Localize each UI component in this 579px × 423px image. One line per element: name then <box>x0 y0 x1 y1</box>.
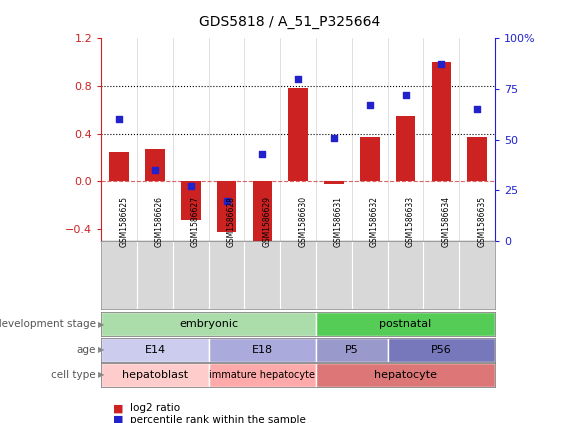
Text: GSM1586633: GSM1586633 <box>405 195 415 247</box>
Text: GSM1586627: GSM1586627 <box>191 195 200 247</box>
Text: hepatocyte: hepatocyte <box>374 370 437 380</box>
Bar <box>101 363 208 387</box>
Text: percentile rank within the sample: percentile rank within the sample <box>130 415 306 423</box>
Bar <box>217 181 236 231</box>
Text: ▶: ▶ <box>98 320 105 329</box>
Bar <box>252 181 272 241</box>
Bar <box>388 338 495 362</box>
Text: P5: P5 <box>345 345 359 354</box>
Text: GSM1586631: GSM1586631 <box>334 195 343 247</box>
Bar <box>316 338 388 362</box>
Text: GSM1586628: GSM1586628 <box>226 196 236 247</box>
Bar <box>324 181 344 184</box>
Text: postnatal: postnatal <box>379 319 432 329</box>
Text: GSM1586629: GSM1586629 <box>262 195 272 247</box>
Text: E14: E14 <box>144 345 166 354</box>
Bar <box>181 181 201 220</box>
Text: ▶: ▶ <box>98 345 105 354</box>
Text: GSM1586632: GSM1586632 <box>370 195 379 247</box>
Bar <box>101 312 316 336</box>
Bar <box>109 151 129 181</box>
Bar <box>316 312 495 336</box>
Point <box>186 183 196 190</box>
Bar <box>467 137 487 181</box>
Text: GSM1586626: GSM1586626 <box>155 195 164 247</box>
Bar <box>208 363 316 387</box>
Point <box>115 116 124 123</box>
Text: log2 ratio: log2 ratio <box>130 403 181 413</box>
Text: ■: ■ <box>113 403 123 413</box>
Text: GSM1586630: GSM1586630 <box>298 195 307 247</box>
Point <box>294 75 303 82</box>
Point <box>151 167 160 173</box>
Point <box>437 61 446 68</box>
Text: immature hepatocyte: immature hepatocyte <box>210 370 316 380</box>
Text: cell type: cell type <box>51 370 96 380</box>
Text: ▶: ▶ <box>98 371 105 379</box>
Point <box>401 91 410 98</box>
Point <box>365 102 375 108</box>
Text: E18: E18 <box>252 345 273 354</box>
Text: GDS5818 / A_51_P325664: GDS5818 / A_51_P325664 <box>199 15 380 29</box>
Text: GSM1586634: GSM1586634 <box>441 195 450 247</box>
Bar <box>360 137 380 181</box>
Point <box>329 134 339 141</box>
Text: P56: P56 <box>431 345 452 354</box>
Bar <box>395 116 415 181</box>
Bar <box>208 338 316 362</box>
Bar <box>288 88 308 181</box>
Bar <box>316 363 495 387</box>
Point <box>222 197 231 204</box>
Text: GSM1586625: GSM1586625 <box>119 195 128 247</box>
Text: ■: ■ <box>113 415 123 423</box>
Text: hepatoblast: hepatoblast <box>122 370 188 380</box>
Text: age: age <box>76 345 96 354</box>
Point <box>258 151 267 157</box>
Point <box>472 106 482 113</box>
Text: development stage: development stage <box>0 319 96 329</box>
Text: embryonic: embryonic <box>179 319 239 329</box>
Bar <box>145 149 165 181</box>
Bar <box>431 62 451 181</box>
Bar <box>101 338 208 362</box>
Text: GSM1586635: GSM1586635 <box>477 195 486 247</box>
